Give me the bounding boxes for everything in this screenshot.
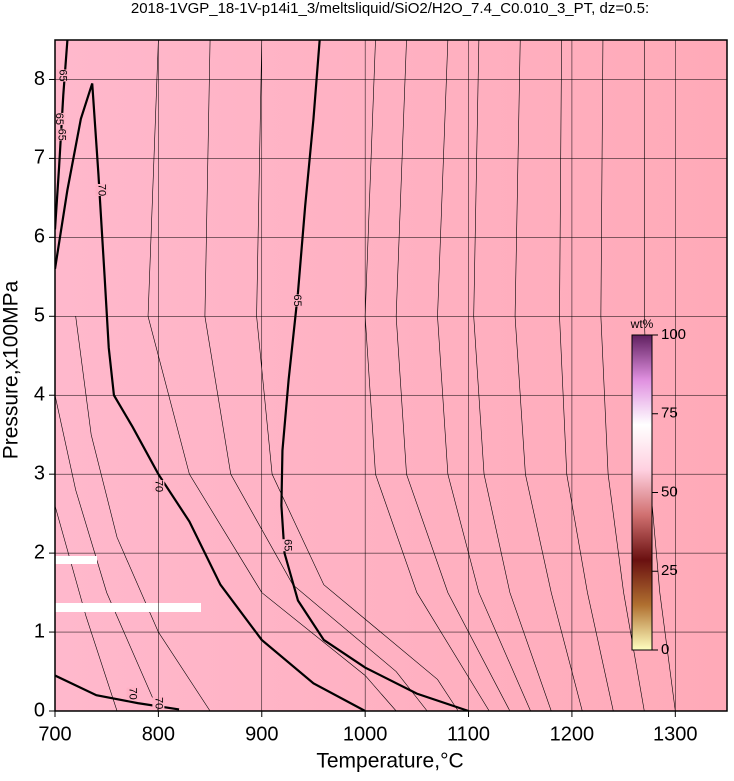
x-tick-label: 1300 <box>653 723 698 745</box>
contour-line <box>147 40 397 711</box>
contour-label-bg <box>55 128 68 141</box>
y-tick-label: 2 <box>34 541 45 563</box>
colorbar-label: wt% <box>630 317 654 331</box>
y-tick-label: 0 <box>34 699 45 721</box>
y-tick-label: 4 <box>34 384 45 406</box>
y-tick-label: 3 <box>34 462 45 484</box>
colorbar-tick-label: 50 <box>661 483 678 500</box>
x-axis-label: Temperature,°C <box>316 750 463 773</box>
data-gap <box>55 556 97 564</box>
colorbar-tick-label: 0 <box>661 641 669 658</box>
x-tick-label: 900 <box>245 723 278 745</box>
contour-label-bg <box>55 112 66 125</box>
y-tick-label: 1 <box>34 620 45 642</box>
y-tick-label: 5 <box>34 305 45 327</box>
plot-background <box>55 40 727 711</box>
plot-frame <box>54 39 728 712</box>
contour-label-bg <box>281 539 294 552</box>
x-tick-label: 1100 <box>447 723 490 745</box>
contour-label: 70 <box>96 184 108 196</box>
colorbar-tick-label: 100 <box>661 326 686 343</box>
chart-title: 2018-1VGP_18-1V-p14i1_3/meltsliquid/SiO2… <box>131 0 649 17</box>
contour-label-bg <box>126 687 139 700</box>
colorbar-tick-label: 75 <box>661 405 678 422</box>
contour-line <box>55 505 118 711</box>
contour-label: 70 <box>127 688 139 700</box>
contour-line <box>55 395 159 711</box>
contour-label: 65 <box>282 539 294 551</box>
y-tick-label: 8 <box>34 68 45 90</box>
contour-label-bg <box>290 294 303 307</box>
contour-label: 65 <box>56 69 68 81</box>
contour-label: 65 <box>55 129 67 141</box>
x-tick-label: 700 <box>38 723 71 745</box>
y-tick-label: 7 <box>34 147 45 169</box>
contour-label: 65 <box>291 294 303 306</box>
contour-label-bg <box>95 183 108 196</box>
x-tick-label: 1000 <box>343 723 388 745</box>
contour-label: 65 <box>53 113 65 125</box>
x-tick-label: 800 <box>142 723 175 745</box>
data-gap <box>55 603 201 612</box>
contour-line <box>256 40 459 711</box>
colorbar-tick-label: 25 <box>661 562 678 579</box>
x-tick-label: 1200 <box>550 723 595 745</box>
colorbar <box>631 334 653 651</box>
contour-label-bg <box>56 69 69 82</box>
y-axis-label: Pressure,x100MPa <box>0 280 23 459</box>
y-tick-label: 6 <box>34 226 45 248</box>
